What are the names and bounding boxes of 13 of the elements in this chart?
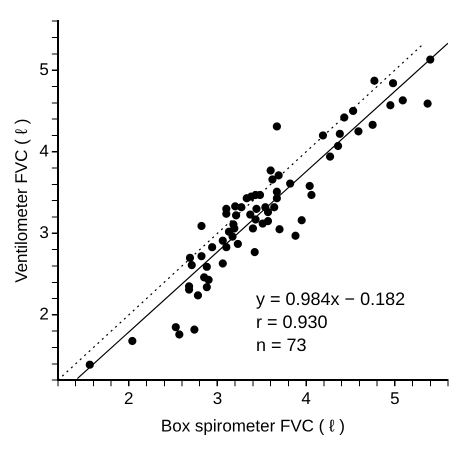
x-tick-label: 5 [390,389,400,408]
y-axis-title: Ventilometer FVC ( ℓ ) [12,118,31,283]
x-tick-label: 3 [212,389,222,408]
annotation: n = 73 [256,335,307,356]
x-tick-label: 2 [124,389,134,408]
y-tick-label: 2 [39,304,49,324]
y-tick-label: 3 [39,223,49,242]
x-axis-title: Box spirometer FVC ( ℓ ) [160,416,345,436]
x-tick-label: 4 [301,389,311,408]
y-tick-label: 5 [39,60,49,79]
annotation: y = 0.984x − 0.182 [256,289,406,310]
y-tick-label: 4 [39,141,49,160]
annotation: r = 0.930 [256,312,328,332]
